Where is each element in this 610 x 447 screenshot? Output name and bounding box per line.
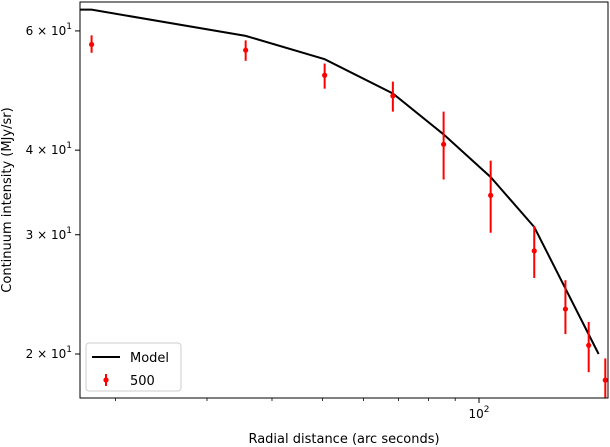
data-point bbox=[322, 72, 328, 78]
data-point bbox=[562, 306, 569, 312]
data-point bbox=[390, 93, 396, 99]
plot-frame bbox=[79, 1, 609, 399]
data-point bbox=[88, 41, 95, 48]
y-axis-label: Continuum intensity (MJy/sr) bbox=[0, 107, 15, 292]
legend-label: 500 bbox=[130, 374, 155, 389]
data-point bbox=[586, 342, 592, 348]
x-tick-label: 102 bbox=[468, 405, 489, 421]
data-point bbox=[602, 377, 608, 383]
legend: Model 500 bbox=[85, 342, 182, 392]
y-tick-label: 2 × 101 bbox=[26, 345, 72, 361]
data-point bbox=[531, 248, 537, 254]
x-axis-label: Radial distance (arc seconds) bbox=[248, 432, 439, 447]
data-point bbox=[488, 192, 494, 198]
y-tick-label: 6 × 101 bbox=[26, 22, 72, 38]
legend-label: Model bbox=[130, 351, 169, 366]
legend-box bbox=[85, 342, 182, 392]
data-point bbox=[243, 47, 249, 53]
data-point bbox=[441, 141, 447, 147]
legend-point-swatch bbox=[103, 377, 109, 383]
y-tick-label: 3 × 101 bbox=[26, 226, 72, 242]
axes: 102 2 × 101 3 × 101 4 × 101 6 × 101 bbox=[26, 22, 490, 421]
plot-area bbox=[80, 8, 608, 399]
y-tick-label: 4 × 101 bbox=[26, 141, 72, 157]
